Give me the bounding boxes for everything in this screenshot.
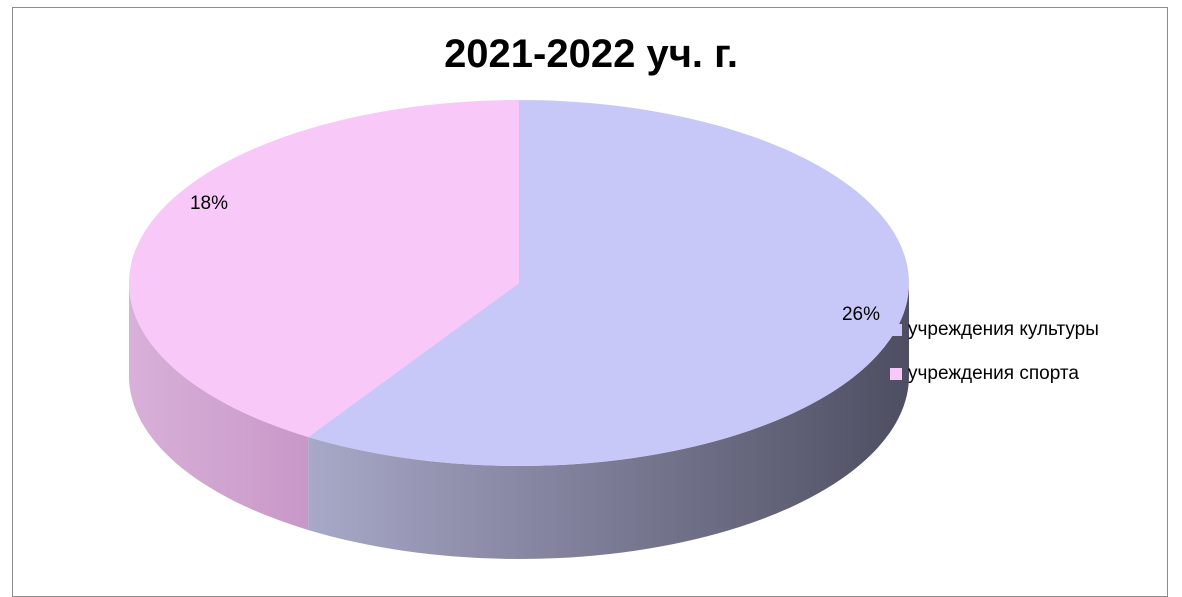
legend-item-sport: учреждения спорта	[890, 352, 1099, 396]
data-label-culture: 26%	[842, 304, 880, 325]
legend-swatch-sport	[890, 368, 902, 380]
legend-swatch-culture	[890, 324, 902, 336]
legend-label-sport: учреждения спорта	[908, 363, 1079, 384]
pie-side-culture	[308, 283, 909, 559]
pie-slice-sport	[129, 100, 520, 437]
pie-tops	[129, 100, 909, 466]
pie-sides	[129, 283, 909, 559]
pie-side-sport	[129, 283, 309, 530]
legend: учреждения культуры учреждения спорта	[890, 308, 1099, 396]
legend-label-culture: учреждения культуры	[908, 319, 1099, 340]
data-label-sport: 18%	[190, 193, 228, 214]
chart-title: 2021-2022 уч. г.	[444, 32, 738, 76]
pie-slice-culture	[308, 100, 909, 466]
pie-labels: 26% 18%	[190, 193, 880, 325]
legend-item-culture: учреждения культуры	[890, 308, 1099, 352]
